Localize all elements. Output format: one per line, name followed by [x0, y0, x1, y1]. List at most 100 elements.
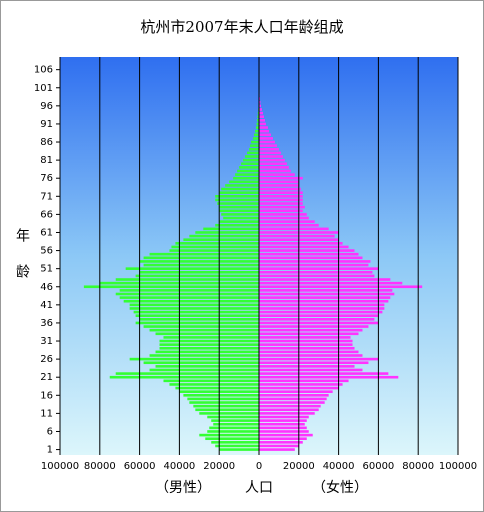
- y-tick-label: 61: [40, 227, 53, 238]
- bar: [259, 336, 351, 339]
- bar: [163, 336, 259, 339]
- bar: [225, 184, 259, 187]
- y-tick-label: 46: [40, 282, 53, 293]
- bar: [259, 194, 303, 198]
- bar: [259, 339, 353, 343]
- bar: [219, 209, 259, 213]
- bar: [259, 383, 343, 386]
- y-tick-label: 11: [40, 408, 53, 419]
- bar: [143, 325, 259, 328]
- bar: [215, 444, 259, 448]
- bar: [259, 126, 268, 129]
- bar: [195, 408, 259, 412]
- bar: [155, 365, 259, 368]
- bar: [259, 350, 359, 354]
- bar: [259, 245, 349, 249]
- bar: [249, 147, 259, 151]
- bar: [259, 205, 305, 209]
- bar: [171, 245, 259, 249]
- bar: [211, 419, 259, 422]
- bar: [189, 401, 259, 404]
- chart-title: 杭州市2007年末人口年龄组成: [140, 18, 343, 36]
- bar: [149, 368, 259, 372]
- y-tick-label: 41: [40, 300, 53, 311]
- bar: [159, 339, 259, 343]
- bar: [259, 263, 369, 267]
- y-tick-label: 1: [47, 445, 53, 456]
- bar: [259, 426, 307, 430]
- bar: [205, 437, 259, 441]
- bar: [115, 292, 259, 296]
- bar: [259, 354, 363, 357]
- bar: [199, 433, 259, 437]
- bar: [115, 278, 259, 281]
- bar: [245, 155, 259, 158]
- y-tick-label: 36: [40, 318, 53, 329]
- bar: [259, 278, 391, 281]
- bar: [259, 346, 355, 350]
- bar: [259, 430, 309, 433]
- y-tick-label: 96: [40, 101, 53, 112]
- bar: [259, 151, 281, 155]
- bar: [149, 354, 259, 357]
- bar: [219, 220, 259, 223]
- bar: [255, 129, 259, 133]
- y-tick-label: 26: [40, 354, 53, 365]
- bar: [215, 194, 259, 198]
- x-tick-label: 20000: [283, 461, 315, 472]
- bar: [259, 379, 349, 383]
- bar: [259, 372, 389, 375]
- bar: [257, 111, 259, 115]
- bar: [259, 147, 279, 151]
- bar: [259, 401, 325, 404]
- bar: [256, 122, 259, 126]
- bar: [259, 176, 303, 180]
- bar: [207, 430, 259, 433]
- x-tick-label: 60000: [124, 461, 156, 472]
- bar: [259, 448, 295, 451]
- y-axis-label: 年龄: [14, 228, 30, 300]
- bar: [169, 383, 259, 386]
- bar: [259, 104, 261, 108]
- bar: [259, 357, 379, 361]
- bar: [175, 242, 259, 245]
- bar: [259, 108, 262, 111]
- x-tick-label: 60000: [362, 461, 394, 472]
- bar: [119, 296, 259, 299]
- y-tick-label: 81: [40, 155, 53, 166]
- x-tick-label: 100000: [41, 461, 79, 472]
- bar: [253, 137, 259, 140]
- bar: [187, 397, 259, 401]
- bar: [259, 343, 353, 346]
- bar: [259, 129, 269, 133]
- bar: [256, 126, 259, 129]
- bar: [259, 332, 359, 336]
- bar: [259, 281, 403, 285]
- y-tick-label: 21: [40, 372, 53, 383]
- bar: [183, 393, 259, 397]
- bar: [183, 238, 259, 242]
- bar: [109, 375, 259, 379]
- bar: [203, 227, 259, 231]
- bar: [221, 213, 259, 216]
- bar: [259, 296, 391, 299]
- bar: [259, 213, 307, 216]
- bar: [129, 307, 259, 310]
- y-tick-label: 51: [40, 264, 53, 275]
- bar: [259, 133, 271, 137]
- bar: [259, 375, 399, 379]
- bar: [259, 191, 303, 194]
- bar: [217, 202, 259, 205]
- bar: [259, 397, 327, 401]
- bar: [259, 361, 369, 365]
- bar: [259, 314, 379, 318]
- bar: [241, 162, 259, 166]
- bar: [221, 187, 259, 191]
- bar: [259, 285, 423, 289]
- bar: [259, 274, 375, 278]
- bar: [259, 310, 383, 314]
- bar: [259, 299, 389, 303]
- bar: [159, 343, 259, 346]
- bar: [259, 144, 277, 147]
